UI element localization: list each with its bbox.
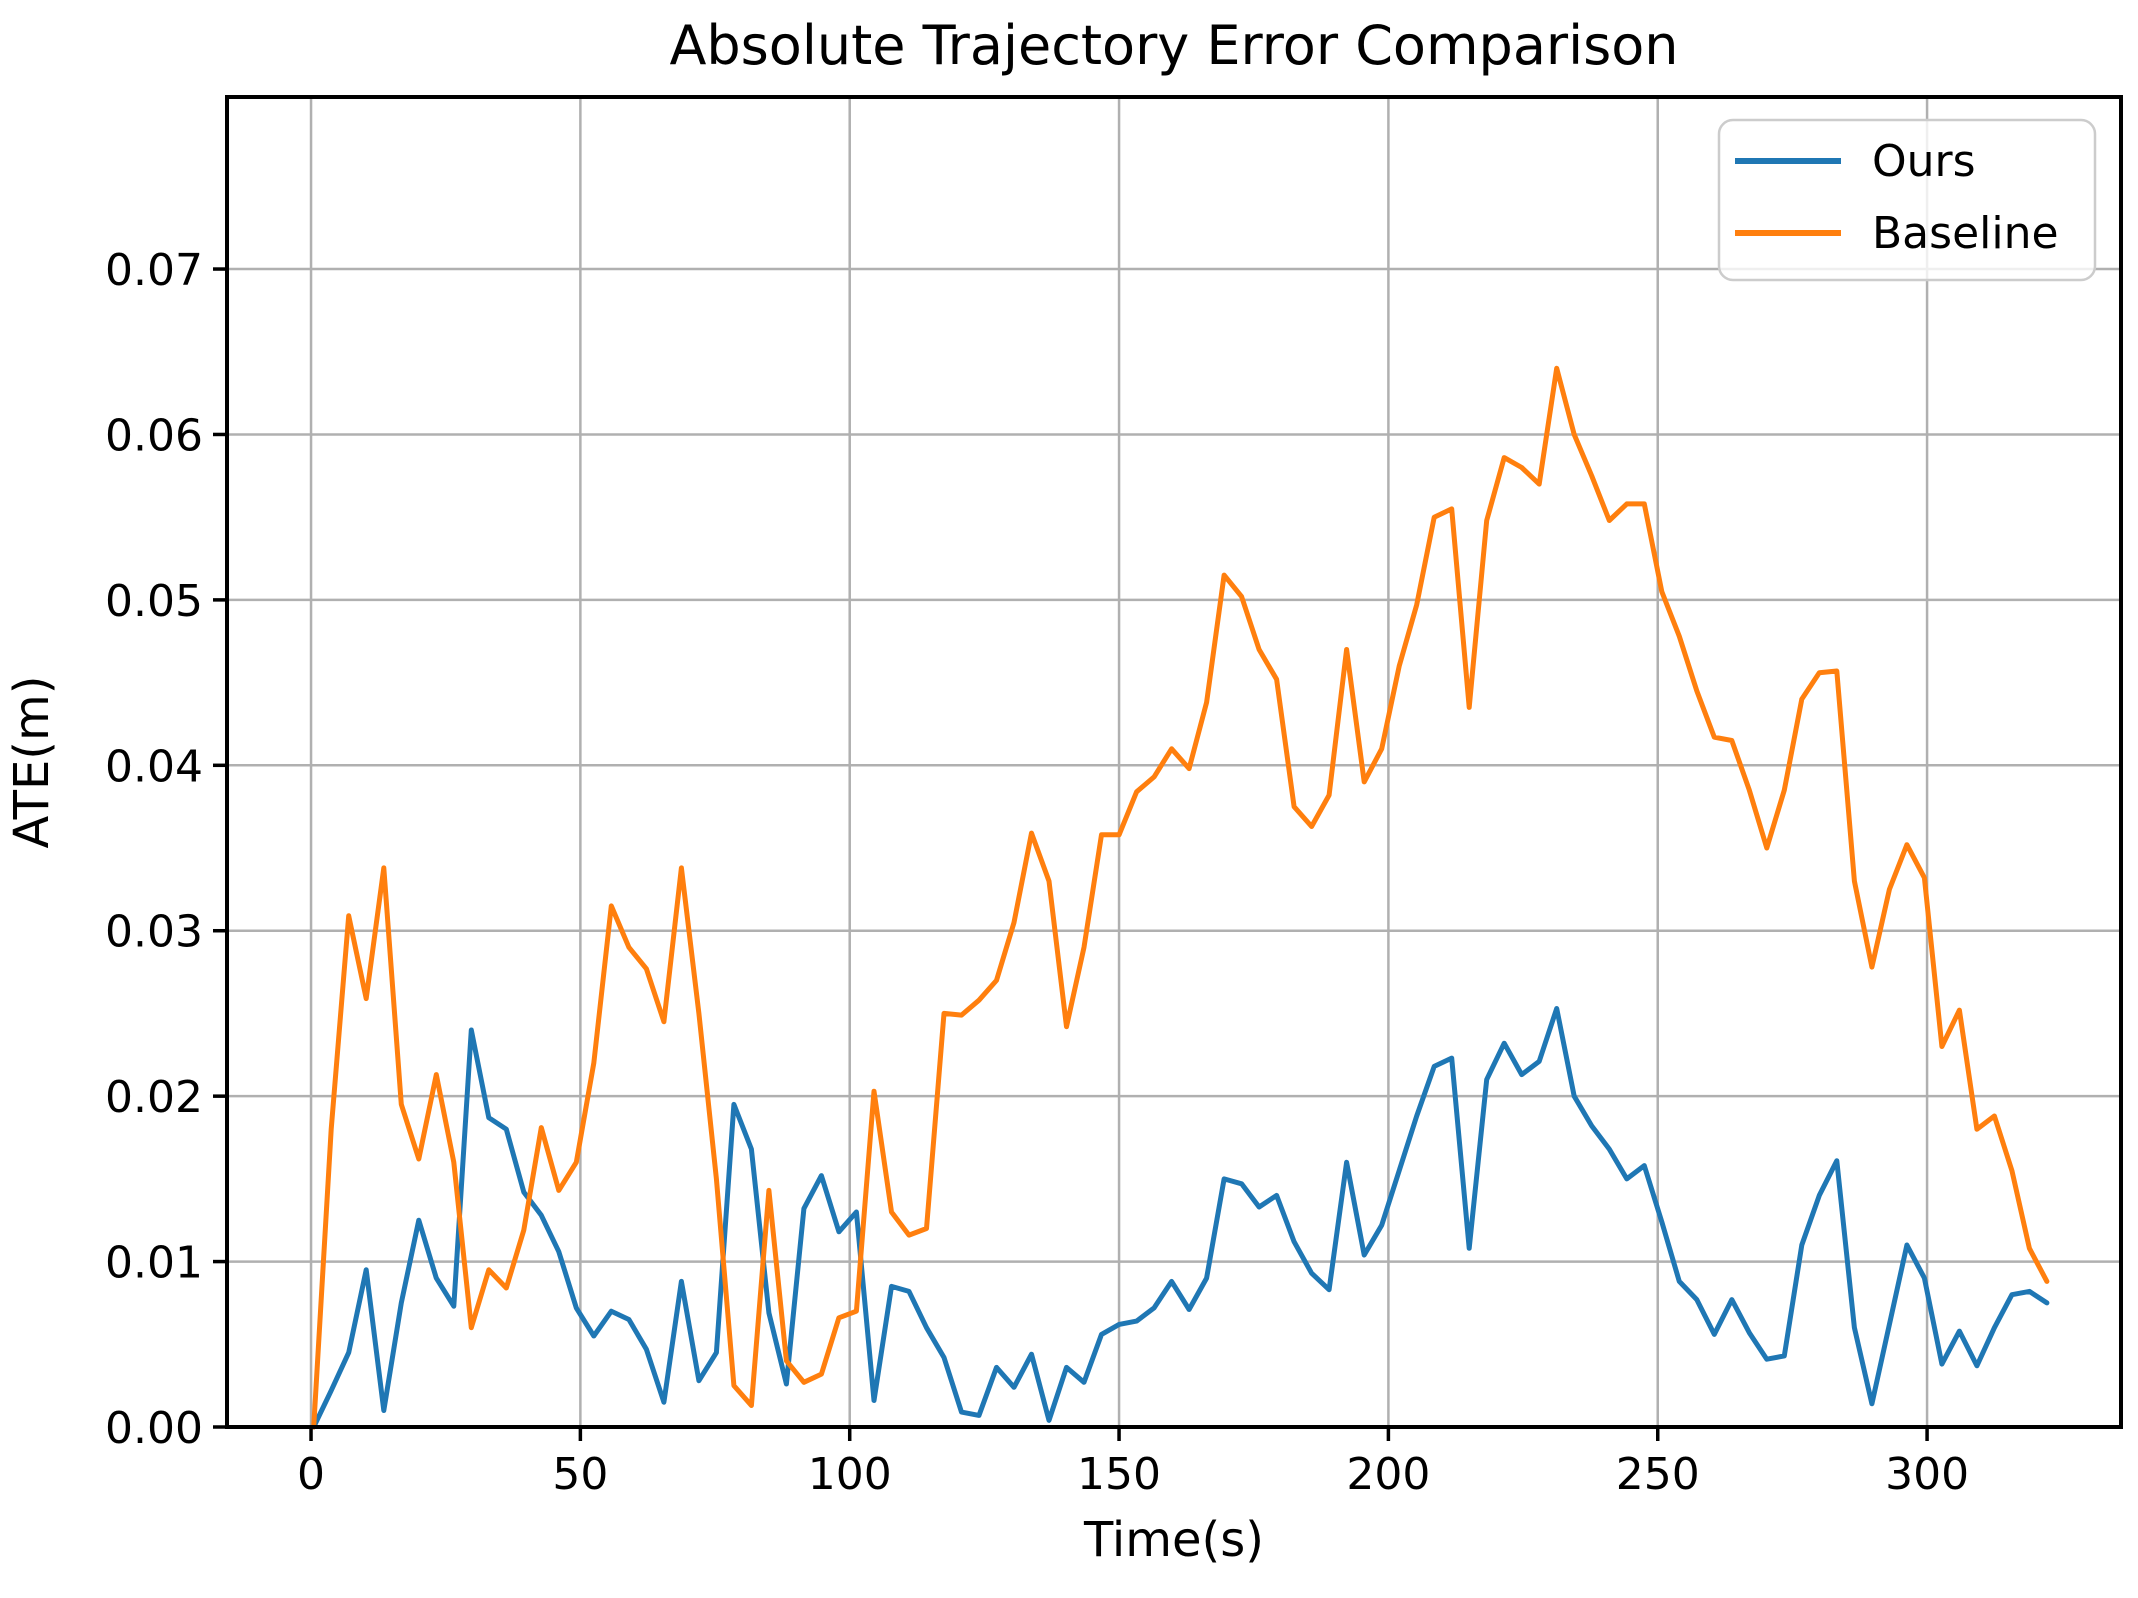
x-tick-label: 200 [1346, 1449, 1430, 1500]
y-tick-label: 0.01 [105, 1238, 203, 1289]
y-tick-label: 0.07 [105, 245, 203, 296]
y-tick-label: 0.06 [105, 410, 203, 461]
chart-title: Absolute Trajectory Error Comparison [669, 14, 1678, 77]
x-tick-label: 250 [1616, 1449, 1700, 1500]
y-axis-label: ATE(m) [4, 676, 60, 849]
legend-item-baseline: Baseline [1735, 208, 2059, 259]
plot-area-border [225, 95, 2123, 1429]
legend-item-ours: Ours [1735, 136, 1976, 187]
x-tick-label: 50 [552, 1449, 608, 1500]
x-tick-label: 150 [1077, 1449, 1161, 1500]
y-tick-label: 0.04 [105, 741, 203, 792]
y-tick-label: 0.03 [105, 907, 203, 958]
grid [227, 97, 2121, 1429]
ours-line [311, 1006, 2050, 1430]
legend-label-ours: Ours [1872, 136, 1976, 187]
legend-label-baseline: Baseline [1872, 208, 2059, 259]
axis-ticks: 0 50 100 150 200 250 300 0.00 0.01 0.02 0.03 0.04 0.… [105, 245, 1969, 1500]
baseline-line [311, 365, 2050, 1430]
y-tick-label: 0.00 [105, 1403, 203, 1454]
x-tick-label: 300 [1885, 1449, 1969, 1500]
y-tick-label: 0.05 [105, 576, 203, 627]
series-lines [311, 365, 2050, 1430]
x-tick-label: 0 [297, 1449, 325, 1500]
y-tick-label: 0.02 [105, 1072, 203, 1123]
x-axis-label: Time(s) [1083, 1512, 1264, 1568]
x-tick-label: 100 [808, 1449, 892, 1500]
legend: Ours Baseline [1717, 118, 2097, 282]
